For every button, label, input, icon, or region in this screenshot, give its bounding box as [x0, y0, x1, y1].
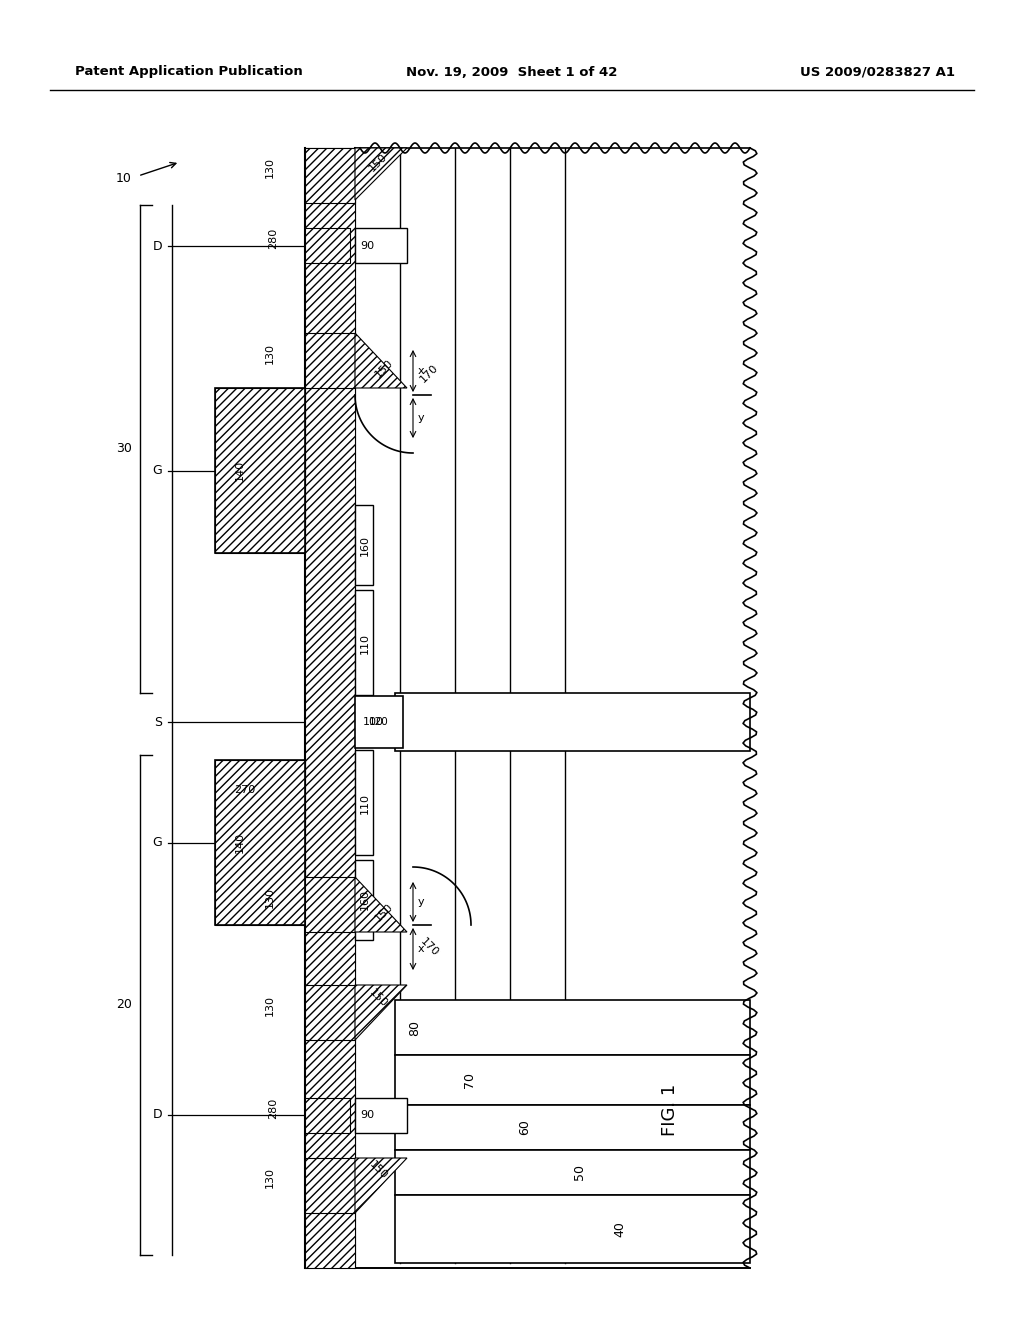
Text: 280: 280	[268, 227, 278, 248]
Polygon shape	[355, 876, 407, 932]
Bar	[395, 1055, 750, 1105]
Bar	[355, 696, 403, 748]
Text: 130: 130	[265, 1167, 275, 1188]
Text: 130: 130	[265, 887, 275, 908]
Text: 90: 90	[360, 242, 374, 251]
Text: 160: 160	[360, 890, 370, 911]
Bar	[395, 693, 750, 751]
Text: x: x	[418, 944, 425, 954]
Bar	[305, 1158, 355, 1213]
Bar	[215, 760, 305, 925]
Text: 150: 150	[373, 356, 395, 379]
Text: y: y	[418, 898, 425, 907]
Text: US 2009/0283827 A1: US 2009/0283827 A1	[800, 66, 955, 78]
Text: 110: 110	[360, 632, 370, 653]
Text: 150: 150	[367, 1159, 389, 1181]
Polygon shape	[355, 333, 407, 388]
Bar	[305, 1098, 350, 1133]
Text: S: S	[154, 715, 162, 729]
Text: G: G	[153, 465, 162, 477]
Text: Patent Application Publication: Patent Application Publication	[75, 66, 303, 78]
Bar	[305, 148, 355, 203]
Text: D: D	[153, 239, 162, 252]
Bar	[395, 1105, 750, 1150]
Bar	[395, 1001, 750, 1055]
Text: 30: 30	[116, 442, 132, 455]
Text: G: G	[153, 836, 162, 849]
Bar	[355, 590, 373, 696]
Bar	[395, 1195, 750, 1263]
Text: 130: 130	[265, 994, 275, 1015]
Bar	[355, 506, 373, 585]
Polygon shape	[355, 1158, 407, 1213]
Text: 50: 50	[573, 1164, 586, 1180]
Text: 140: 140	[234, 459, 245, 480]
Text: x: x	[418, 366, 425, 376]
Text: 40: 40	[613, 1221, 626, 1237]
Text: D: D	[153, 1109, 162, 1122]
Text: 130: 130	[265, 157, 275, 178]
Polygon shape	[355, 148, 407, 201]
Text: 20: 20	[116, 998, 132, 1011]
Text: 280: 280	[268, 1097, 278, 1118]
Text: 170: 170	[418, 362, 440, 384]
Bar	[215, 388, 305, 553]
Text: 80: 80	[408, 1019, 421, 1035]
Bar	[305, 148, 355, 1269]
Bar	[215, 388, 305, 553]
Text: y: y	[418, 413, 425, 422]
Text: Nov. 19, 2009  Sheet 1 of 42: Nov. 19, 2009 Sheet 1 of 42	[407, 66, 617, 78]
Bar	[305, 876, 355, 932]
Text: 140: 140	[234, 832, 245, 853]
Text: FIG. 1: FIG. 1	[662, 1084, 679, 1137]
Text: 100: 100	[362, 717, 384, 727]
Text: 150: 150	[367, 150, 389, 173]
Text: 150: 150	[373, 902, 395, 923]
Bar	[355, 228, 407, 263]
Bar	[355, 1098, 407, 1133]
Polygon shape	[355, 985, 407, 1040]
Bar	[305, 228, 350, 263]
Bar	[355, 750, 373, 855]
Bar	[215, 760, 305, 925]
Text: 130: 130	[265, 342, 275, 363]
Text: 150: 150	[367, 987, 389, 1008]
Bar	[395, 1150, 750, 1195]
Text: 120: 120	[369, 717, 389, 727]
Text: 170: 170	[418, 936, 440, 958]
Bar	[355, 861, 373, 940]
Text: 160: 160	[360, 535, 370, 556]
Bar	[305, 985, 355, 1040]
Text: 110: 110	[360, 792, 370, 813]
Text: 90: 90	[360, 1110, 374, 1119]
Text: 70: 70	[463, 1072, 476, 1088]
Bar	[305, 333, 355, 388]
Text: 10: 10	[116, 172, 132, 185]
Text: 60: 60	[518, 1119, 531, 1135]
Text: 270: 270	[233, 785, 255, 795]
